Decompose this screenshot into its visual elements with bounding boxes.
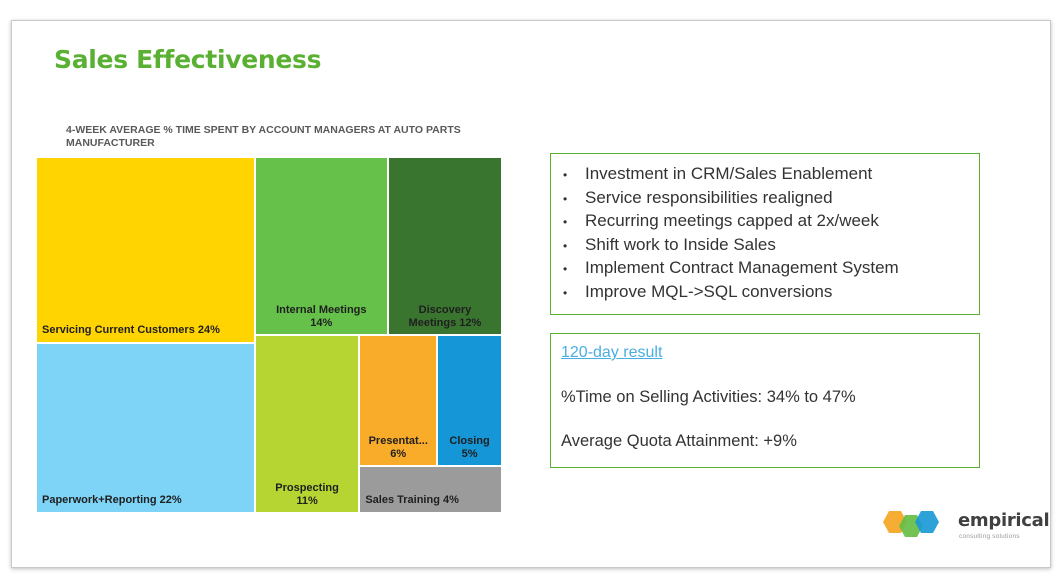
tile-servicing-customers: Servicing Current Customers 24% bbox=[36, 157, 255, 343]
tile-label: Sales Training 4% bbox=[365, 493, 459, 506]
logo-tagline: consulting solutions bbox=[959, 533, 1020, 540]
bullet-icon: • bbox=[563, 238, 568, 253]
bullet-text: Investment in CRM/Sales Enablement bbox=[585, 164, 873, 183]
hexagon-cluster-icon bbox=[883, 511, 939, 537]
bullet-item: • Implement Contract Management System bbox=[563, 257, 969, 281]
chart-title: 4-WEEK AVERAGE % TIME SPENT BY ACCOUNT M… bbox=[66, 124, 461, 149]
bullet-icon: • bbox=[563, 285, 568, 300]
bullet-item: • Investment in CRM/Sales Enablement bbox=[563, 163, 969, 187]
tile-internal-meetings: Internal Meetings 14% bbox=[254, 157, 388, 335]
bullet-item: • Shift work to Inside Sales bbox=[563, 234, 969, 258]
tile-label: Prospecting 11% bbox=[275, 482, 339, 507]
bullet-text: Recurring meetings capped at 2x/week bbox=[585, 211, 879, 230]
tile-prospecting: Prospecting 11% bbox=[254, 335, 360, 513]
slide: Sales Effectiveness 4-WEEK AVERAGE % TIM… bbox=[11, 20, 1051, 568]
tile-paperwork-reporting: Paperwork+Reporting 22% bbox=[36, 342, 255, 513]
initiatives-box: • Investment in CRM/Sales Enablement • S… bbox=[550, 153, 980, 315]
bullet-item: • Improve MQL->SQL conversions bbox=[563, 281, 969, 305]
bullet-icon: • bbox=[563, 168, 568, 182]
tile-discovery-meetings: Discovery Meetings 12% bbox=[387, 157, 502, 335]
treemap-chart: Servicing Current Customers 24% Paperwork… bbox=[36, 157, 502, 513]
bullet-text: Shift work to Inside Sales bbox=[585, 234, 776, 254]
result-link[interactable]: 120-day result bbox=[561, 344, 663, 361]
result-box: 120-day result %Time on Selling Activiti… bbox=[550, 333, 980, 468]
bullet-item: • Service responsibilities realigned bbox=[563, 187, 969, 211]
bullet-icon: • bbox=[563, 191, 568, 206]
tile-label: Internal Meetings 14% bbox=[276, 304, 367, 329]
tile-label: Discovery Meetings 12% bbox=[408, 304, 482, 329]
tile-closing: Closing 5% bbox=[437, 335, 502, 466]
tile-sales-training: Sales Training 4% bbox=[359, 465, 502, 513]
empirical-logo: empirical consulting solutions bbox=[880, 508, 1050, 548]
tile-label: Paperwork+Reporting 22% bbox=[42, 493, 182, 506]
quota-attainment-result: Average Quota Attainment: +9% bbox=[561, 432, 797, 450]
tile-label: Presentat... 6% bbox=[368, 434, 428, 460]
tile-label: Closing 5% bbox=[449, 434, 490, 460]
bullet-item: • Recurring meetings capped at 2x/week bbox=[563, 210, 969, 234]
tile-presentations: Presentat... 6% bbox=[359, 335, 438, 466]
bullet-text: Service responsibilities realigned bbox=[585, 187, 833, 207]
selling-time-result: %Time on Selling Activities: 34% to 47% bbox=[561, 388, 856, 406]
bullet-text: Implement Contract Management System bbox=[585, 258, 899, 277]
bullet-text: Improve MQL->SQL conversions bbox=[585, 281, 833, 301]
bullet-icon: • bbox=[563, 215, 568, 229]
bullet-icon: • bbox=[563, 262, 568, 276]
logo-wordmark: empirical bbox=[958, 510, 1050, 531]
tile-label: Servicing Current Customers 24% bbox=[42, 323, 220, 336]
slide-title: Sales Effectiveness bbox=[54, 45, 322, 74]
